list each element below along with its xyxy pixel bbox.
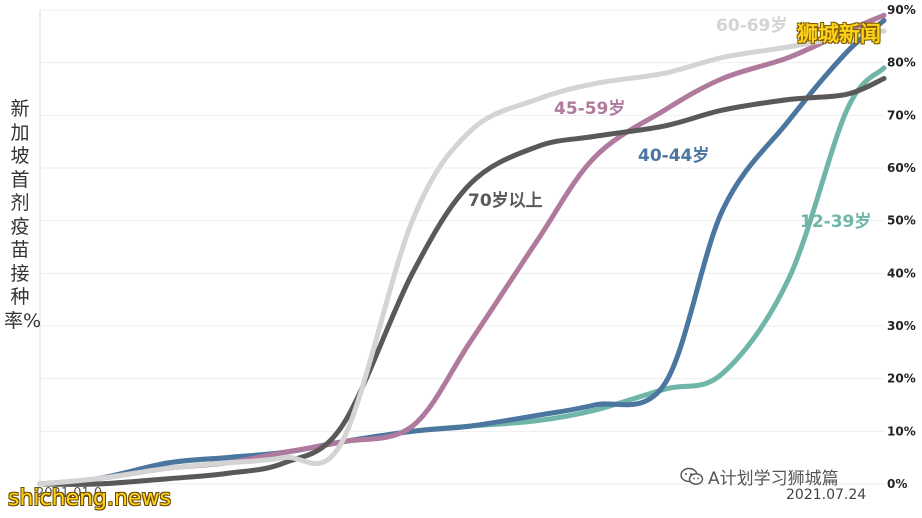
watermark-text: A计划学习狮城篇: [708, 469, 839, 489]
x-start-label: 2021.01.0: [36, 486, 103, 501]
y-tick-label: 40%: [887, 266, 916, 280]
brand-bottom-left: shicheng.news: [8, 486, 171, 511]
brand-top-right: 狮城新闻: [797, 22, 881, 46]
watermark: A计划学习狮城篇: [680, 464, 839, 489]
series-line-age_70_plus: [37, 76, 887, 487]
series-line-age_45_59: [37, 12, 887, 487]
y-tick-label: 70%: [887, 108, 916, 122]
y-tick-label: 20%: [887, 372, 916, 386]
series-line-age_12_39: [37, 65, 887, 487]
series-line-age_40_44: [37, 18, 887, 487]
y-tick-label: 50%: [887, 214, 916, 228]
y-tick-label: 30%: [887, 319, 916, 333]
series-label-age_45_59: 45-59岁: [554, 98, 625, 119]
y-tick-label: 80%: [887, 56, 916, 70]
y-tick-label: 10%: [887, 424, 916, 438]
series-label-age_40_44: 40-44岁: [638, 145, 709, 166]
series-label-age_12_39: 12-39岁: [800, 211, 871, 232]
y-tick-label: 0%: [887, 477, 907, 491]
wechat-icon: [680, 467, 704, 487]
series-label-age_70_plus: 70岁以上: [468, 190, 543, 211]
date-label: 2021.07.24: [786, 487, 867, 503]
series-label-age_60_69: 60-69岁: [716, 15, 787, 36]
y-tick-label: 60%: [887, 161, 916, 175]
y-tick-label: 90%: [887, 3, 916, 17]
y-axis-title: 新加坡首剂疫苗接种率%: [4, 98, 42, 332]
series-line-age_60_69: [37, 28, 887, 487]
